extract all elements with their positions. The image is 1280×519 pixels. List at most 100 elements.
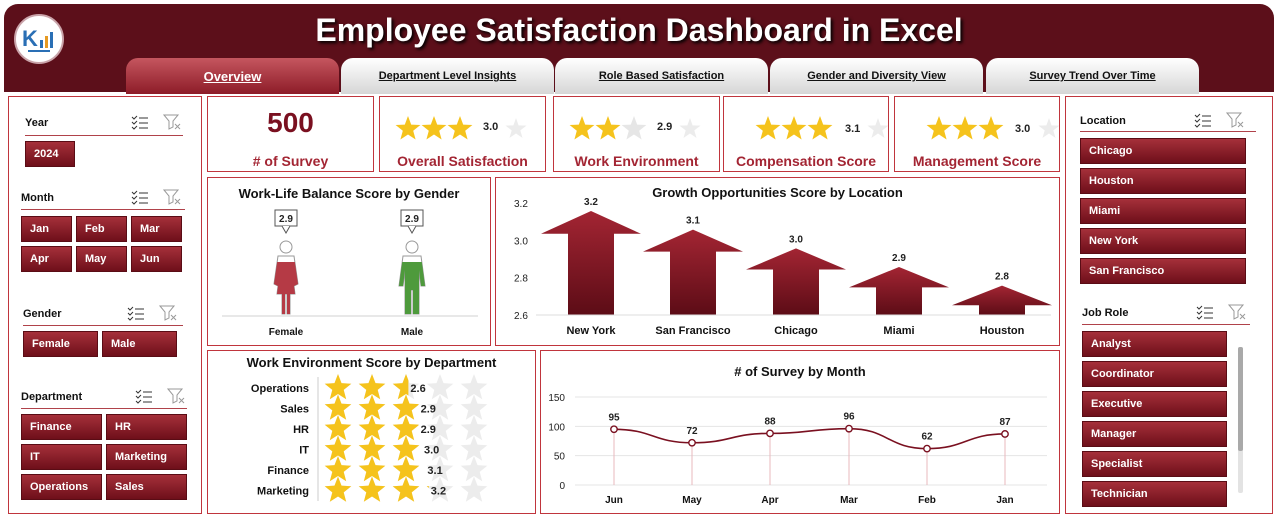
scrollbar-thumb[interactable] bbox=[1238, 347, 1243, 451]
data-point bbox=[688, 438, 696, 447]
multi-select-icon[interactable] bbox=[131, 189, 149, 205]
data-label: 3.2 bbox=[431, 486, 446, 498]
year-slicer-title: Year bbox=[25, 117, 49, 129]
slicer-month-mar[interactable]: Mar bbox=[131, 216, 182, 242]
data-point bbox=[766, 429, 774, 438]
slicer-job-role-technician[interactable]: Technician bbox=[1082, 481, 1227, 507]
bar-chicago bbox=[746, 248, 846, 315]
dashboard-header: K Employee Satisfaction Dashboard in Exc… bbox=[4, 4, 1274, 94]
kpi-compensation-score-value: 3.1 bbox=[845, 123, 861, 135]
x-tick-label: Jun bbox=[605, 495, 623, 506]
kpi-work-environment-label: Work Environment bbox=[574, 153, 699, 169]
survey-by-month-chart: 0 50 100 150 95 Jun 72 May 88 Apr 96 Mar 62 Feb 87 Jan bbox=[548, 393, 1047, 506]
category-label: Male bbox=[401, 327, 424, 338]
star-rating-icons bbox=[755, 116, 888, 140]
category-label: Operations bbox=[251, 383, 309, 395]
star-empty-icon bbox=[505, 118, 527, 138]
clear-filter-icon[interactable] bbox=[1227, 304, 1246, 320]
gender-figure-female: 2.9 Female bbox=[269, 209, 304, 338]
chart-title: # of Survey by Month bbox=[734, 364, 866, 379]
multi-select-icon[interactable] bbox=[1196, 304, 1214, 320]
multi-select-icon[interactable] bbox=[131, 114, 149, 130]
multi-select-icon[interactable] bbox=[1194, 112, 1212, 128]
clear-filter-icon[interactable] bbox=[162, 189, 181, 205]
slicer-month-may[interactable]: May bbox=[76, 246, 127, 272]
category-label: Finance bbox=[267, 465, 309, 477]
kpi-work-environment-card: 2.9 Work Environment bbox=[553, 96, 720, 172]
slicer-job-role-manager[interactable]: Manager bbox=[1082, 421, 1227, 447]
slicer-department-hr[interactable]: HR bbox=[106, 414, 187, 440]
slicer-month-feb[interactable]: Feb bbox=[76, 216, 127, 242]
slicer-location-miami[interactable]: Miami bbox=[1080, 198, 1246, 224]
category-label: Chicago bbox=[774, 325, 818, 337]
data-label: 62 bbox=[921, 432, 933, 443]
bar-houston bbox=[952, 285, 1052, 315]
clear-filter-icon[interactable] bbox=[166, 388, 185, 404]
tab-gender-and-diversity-view[interactable]: Gender and Diversity View bbox=[770, 58, 983, 94]
tab-survey-trend-over-time[interactable]: Survey Trend Over Time bbox=[986, 58, 1199, 94]
slicer-month-apr[interactable]: Apr bbox=[21, 246, 72, 272]
slicer-department-sales[interactable]: Sales bbox=[106, 474, 187, 500]
slicer-location-san-francisco[interactable]: San Francisco bbox=[1080, 258, 1246, 284]
slicer-gender-male[interactable]: Male bbox=[102, 331, 177, 357]
slicer-month-jan[interactable]: Jan bbox=[21, 216, 72, 242]
kpi-management-score-card: 3.0 Management Score bbox=[894, 96, 1060, 172]
kpi-overall-satisfaction-label: Overall Satisfaction bbox=[397, 153, 528, 169]
multi-select-icon[interactable] bbox=[135, 388, 153, 404]
data-label: 2.9 bbox=[405, 214, 419, 225]
series-line bbox=[613, 427, 1006, 450]
kpi-compensation-score-label: Compensation Score bbox=[735, 153, 877, 169]
slicer-department-it[interactable]: IT bbox=[21, 444, 102, 470]
star-icon bbox=[569, 116, 595, 140]
data-point bbox=[610, 425, 618, 434]
work-life-balance-chart-panel: Work-Life Balance Score by Gender 2.9 Fem… bbox=[207, 177, 491, 346]
clear-filter-icon[interactable] bbox=[1225, 112, 1244, 128]
tab-department-level-insights[interactable]: Department Level Insights bbox=[341, 58, 554, 94]
data-label: 3.0 bbox=[789, 234, 803, 245]
category-label: New York bbox=[566, 325, 616, 337]
star-rating-icons bbox=[395, 116, 527, 140]
data-point bbox=[1001, 430, 1009, 438]
multi-select-icon[interactable] bbox=[127, 305, 145, 321]
slicer-job-role-coordinator[interactable]: Coordinator bbox=[1082, 361, 1227, 387]
tab-role-based-satisfaction[interactable]: Role Based Satisfaction bbox=[555, 58, 768, 94]
left-slicer-panel: Year 2024 Month Jan Feb Mar Apr May Jun … bbox=[8, 96, 202, 514]
slicer-department-finance[interactable]: Finance bbox=[21, 414, 102, 440]
slicer-location-houston[interactable]: Houston bbox=[1080, 168, 1246, 194]
kpi-survey-value: 500 bbox=[267, 107, 314, 138]
slicer-year-2024[interactable]: 2024 bbox=[25, 141, 75, 167]
tab-overview[interactable]: Overview bbox=[126, 58, 339, 94]
category-label: Miami bbox=[883, 325, 914, 337]
kpi-management-score-label: Management Score bbox=[912, 153, 1042, 169]
data-label: 2.8 bbox=[995, 272, 1009, 283]
star-rating-icons bbox=[569, 116, 701, 140]
location-slicer-title: Location bbox=[1080, 115, 1126, 127]
slicer-job-role-specialist[interactable]: Specialist bbox=[1082, 451, 1227, 477]
clear-filter-icon[interactable] bbox=[158, 305, 177, 321]
star-icon bbox=[595, 116, 621, 140]
page-title: Employee Satisfaction Dashboard in Excel bbox=[315, 12, 963, 48]
data-point bbox=[845, 424, 853, 433]
slicer-gender-female[interactable]: Female bbox=[23, 331, 98, 357]
bar-san-francisco bbox=[643, 229, 743, 315]
slicer-department-operations[interactable]: Operations bbox=[21, 474, 102, 500]
slicer-location-chicago[interactable]: Chicago bbox=[1080, 138, 1246, 164]
star-empty-icon bbox=[867, 118, 888, 138]
slicer-job-role-executive[interactable]: Executive bbox=[1082, 391, 1227, 417]
star-icon bbox=[807, 116, 833, 140]
star-icon bbox=[952, 116, 978, 140]
kpi-work-environment-value: 2.9 bbox=[657, 121, 673, 133]
y-tick-label: 100 bbox=[548, 422, 565, 433]
slicer-location-new-york[interactable]: New York bbox=[1080, 228, 1246, 254]
x-tick-label: May bbox=[682, 495, 702, 506]
work-life-balance-chart: 2.9 Female 2.9 Male bbox=[222, 209, 478, 338]
data-label: 72 bbox=[686, 426, 698, 437]
clear-filter-icon[interactable] bbox=[162, 114, 181, 130]
star-icon bbox=[447, 116, 473, 140]
slicer-scrollbar[interactable] bbox=[1238, 347, 1243, 493]
slicer-month-jun[interactable]: Jun bbox=[131, 246, 182, 272]
x-tick-label: Feb bbox=[918, 495, 936, 506]
slicer-department-marketing[interactable]: Marketing bbox=[106, 444, 187, 470]
x-tick-label: Mar bbox=[840, 495, 858, 506]
slicer-job-role-analyst[interactable]: Analyst bbox=[1082, 331, 1227, 357]
